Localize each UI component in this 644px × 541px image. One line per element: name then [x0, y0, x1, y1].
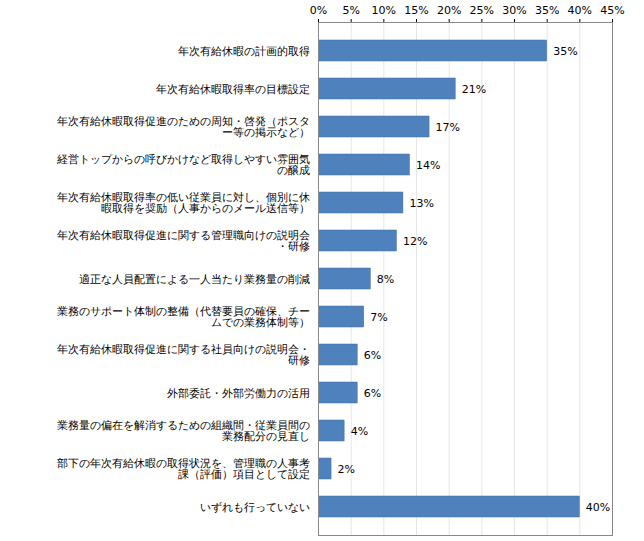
svg-text:年次有給休暇取得促進に関する社員向けの説明会・研修: 年次有給休暇取得促進に関する社員向けの説明会・研修 — [57, 343, 310, 367]
svg-text:年次有給休暇取得促進のための周知・啓発（ポスター等の掲示など: 年次有給休暇取得促進のための周知・啓発（ポスター等の掲示など） — [57, 115, 310, 139]
svg-text:7%: 7% — [370, 311, 387, 324]
svg-text:4%: 4% — [351, 425, 368, 438]
svg-text:25%: 25% — [470, 4, 494, 17]
svg-text:14%: 14% — [416, 159, 440, 172]
svg-text:経営トップからの呼びかけなど取得しやすい雰囲気の醸成: 経営トップからの呼びかけなど取得しやすい雰囲気の醸成 — [56, 153, 310, 177]
svg-text:13%: 13% — [409, 197, 433, 210]
svg-text:40%: 40% — [568, 4, 592, 17]
svg-text:業務のサポート体制の整備（代替要員の確保、チームでの業務体制: 業務のサポート体制の整備（代替要員の確保、チームでの業務体制等） — [57, 305, 310, 329]
svg-text:年次有給休暇取得率の目標設定: 年次有給休暇取得率の目標設定 — [156, 83, 310, 96]
svg-text:15%: 15% — [404, 4, 428, 17]
svg-text:30%: 30% — [502, 4, 526, 17]
svg-text:5%: 5% — [342, 4, 359, 17]
svg-text:年次有給休暇の計画的取得: 年次有給休暇の計画的取得 — [178, 45, 310, 58]
svg-text:45%: 45% — [600, 4, 624, 17]
svg-text:6%: 6% — [364, 349, 381, 362]
svg-text:35%: 35% — [553, 45, 577, 58]
svg-text:年次有給休暇取得率の低い従業員に対し、個別に休暇取得を奨励（: 年次有給休暇取得率の低い従業員に対し、個別に休暇取得を奨励（人事からのメール送信… — [57, 191, 310, 215]
svg-text:10%: 10% — [372, 4, 396, 17]
svg-text:17%: 17% — [436, 121, 460, 134]
svg-text:2%: 2% — [338, 463, 355, 476]
svg-text:35%: 35% — [535, 4, 559, 17]
svg-text:いずれも行っていない: いずれも行っていない — [200, 501, 310, 514]
svg-text:20%: 20% — [437, 4, 461, 17]
svg-text:外部委託・外部労働力の活用: 外部委託・外部労働力の活用 — [167, 387, 310, 400]
svg-text:部下の年次有給休暇の取得状況を、管理職の人事考課（評価）項目: 部下の年次有給休暇の取得状況を、管理職の人事考課（評価）項目として設定 — [57, 457, 310, 481]
svg-text:0%: 0% — [310, 4, 327, 17]
svg-text:21%: 21% — [462, 83, 486, 96]
svg-text:8%: 8% — [377, 273, 394, 286]
svg-text:適正な人員配置による一人当たり業務量の削減: 適正な人員配置による一人当たり業務量の削減 — [79, 273, 310, 286]
svg-text:40%: 40% — [586, 501, 610, 514]
svg-text:年次有給休暇取得促進に関する管理職向けの説明会・研修: 年次有給休暇取得促進に関する管理職向けの説明会・研修 — [57, 229, 310, 253]
svg-text:業務量の偏在を解消するための組織間・従業員間の業務配分の見直: 業務量の偏在を解消するための組織間・従業員間の業務配分の見直し — [57, 419, 310, 443]
svg-text:6%: 6% — [364, 387, 381, 400]
svg-text:12%: 12% — [403, 235, 427, 248]
